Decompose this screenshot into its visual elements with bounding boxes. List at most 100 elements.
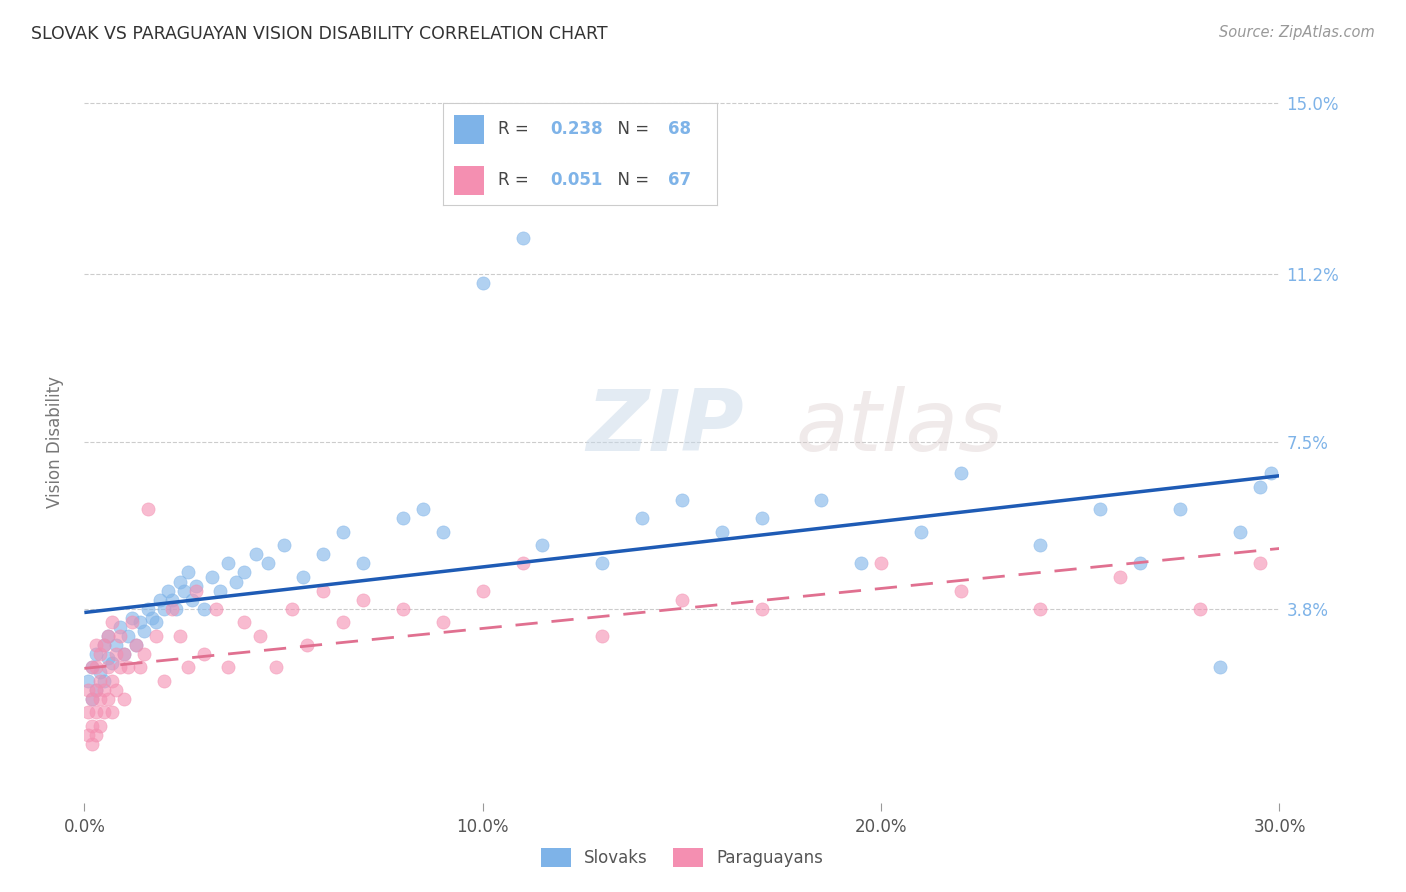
Point — [184, 579, 207, 593]
Point — [82, 660, 104, 674]
Point — [125, 638, 148, 652]
Point — [86, 638, 108, 652]
Point — [112, 692, 135, 706]
Bar — [454, 166, 484, 194]
Text: R =: R = — [498, 120, 534, 137]
Point — [169, 629, 191, 643]
Point — [82, 737, 104, 751]
Point — [101, 615, 124, 630]
Point — [512, 231, 534, 245]
Legend: Slovaks, Paraguayans: Slovaks, Paraguayans — [534, 841, 830, 874]
Point — [110, 660, 132, 674]
Point — [82, 719, 104, 733]
Point — [280, 601, 302, 615]
Point — [153, 601, 176, 615]
Point — [101, 706, 124, 720]
Point — [1029, 538, 1052, 552]
Point — [77, 673, 100, 688]
Point — [77, 682, 100, 697]
Point — [949, 466, 972, 480]
Point — [105, 638, 128, 652]
Point — [217, 557, 239, 571]
Point — [105, 647, 128, 661]
Point — [193, 601, 215, 615]
Point — [332, 615, 354, 630]
Point — [165, 601, 187, 615]
Point — [1168, 502, 1191, 516]
Point — [86, 728, 108, 742]
Point — [145, 615, 167, 630]
Point — [949, 583, 972, 598]
Point — [105, 682, 128, 697]
Point — [256, 557, 278, 571]
Text: 0.051: 0.051 — [550, 171, 602, 189]
Point — [193, 647, 215, 661]
Point — [97, 629, 120, 643]
Point — [201, 570, 224, 584]
Point — [1249, 557, 1271, 571]
Point — [86, 647, 108, 661]
Point — [870, 557, 893, 571]
Point — [751, 601, 773, 615]
Text: SLOVAK VS PARAGUAYAN VISION DISABILITY CORRELATION CHART: SLOVAK VS PARAGUAYAN VISION DISABILITY C… — [31, 25, 607, 43]
Point — [205, 601, 228, 615]
Point — [471, 277, 494, 291]
Point — [671, 493, 693, 508]
Point — [129, 615, 152, 630]
Point — [77, 706, 100, 720]
Point — [245, 548, 267, 562]
Point — [332, 524, 354, 539]
Point — [125, 638, 148, 652]
Point — [217, 660, 239, 674]
Point — [112, 647, 135, 661]
Point — [145, 629, 167, 643]
Point — [1249, 480, 1271, 494]
Point — [117, 629, 139, 643]
Point — [153, 673, 176, 688]
Point — [910, 524, 932, 539]
Point — [208, 583, 231, 598]
Text: Source: ZipAtlas.com: Source: ZipAtlas.com — [1219, 25, 1375, 40]
Point — [89, 692, 111, 706]
Point — [160, 592, 183, 607]
Point — [273, 538, 295, 552]
Point — [177, 566, 200, 580]
Point — [810, 493, 832, 508]
Point — [710, 524, 733, 539]
Point — [169, 574, 191, 589]
Point — [86, 682, 108, 697]
Point — [412, 502, 434, 516]
Text: R =: R = — [498, 171, 534, 189]
Point — [132, 647, 156, 661]
Point — [851, 557, 873, 571]
Point — [225, 574, 247, 589]
Point — [671, 592, 693, 607]
Point — [82, 692, 104, 706]
Point — [1109, 570, 1132, 584]
Point — [392, 601, 415, 615]
Point — [184, 583, 207, 598]
Point — [101, 656, 124, 670]
Point — [132, 624, 156, 639]
Point — [591, 557, 613, 571]
Point — [93, 638, 115, 652]
Point — [110, 620, 132, 634]
Point — [89, 673, 111, 688]
Point — [1209, 660, 1232, 674]
Point — [157, 583, 180, 598]
Point — [136, 502, 159, 516]
Text: 0.238: 0.238 — [550, 120, 602, 137]
Point — [181, 592, 204, 607]
Point — [232, 615, 254, 630]
Point — [89, 665, 111, 679]
Point — [77, 728, 100, 742]
Point — [93, 673, 115, 688]
Point — [292, 570, 315, 584]
Point — [93, 638, 115, 652]
Point — [232, 566, 254, 580]
Bar — [454, 115, 484, 144]
Point — [97, 660, 120, 674]
Point — [512, 557, 534, 571]
Point — [352, 557, 374, 571]
Point — [86, 682, 108, 697]
